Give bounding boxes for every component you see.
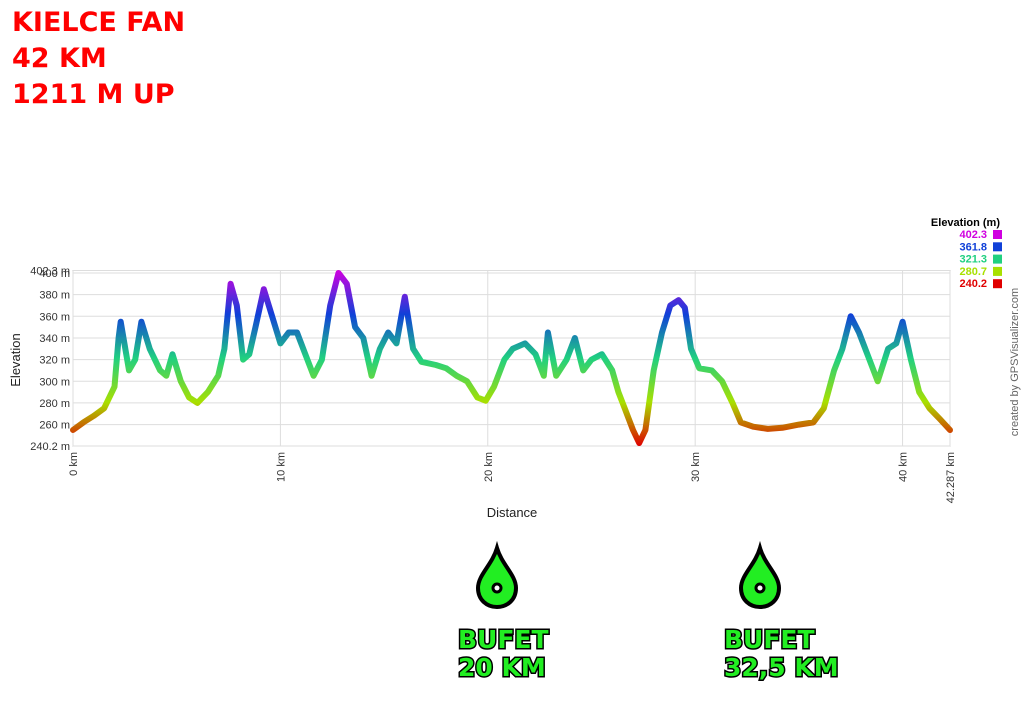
annotation-label: BUFET xyxy=(458,625,549,654)
y-tick-label: 240.2 m xyxy=(30,441,70,453)
x-tick-label: 40 km xyxy=(898,452,910,482)
legend-label: 361.8 xyxy=(959,241,987,253)
annotation-label: BUFET xyxy=(724,625,815,654)
credit: created by GPSVisualizer.com xyxy=(1009,288,1021,436)
title-line: KIELCE FAN xyxy=(12,7,185,38)
x-tick-label: 30 km xyxy=(690,452,702,482)
elevation-line xyxy=(70,270,953,446)
y-tick-label: 380 m xyxy=(39,290,70,302)
legend-title: Elevation (m) xyxy=(931,217,1000,229)
legend-swatch xyxy=(993,266,1002,276)
x-tick-label: 20 km xyxy=(483,452,495,482)
title-line: 42 KM xyxy=(12,43,107,74)
legend-swatch xyxy=(993,230,1002,239)
water-drop-icon xyxy=(475,540,519,610)
y-tick-label: 402.3 m xyxy=(30,266,70,278)
y-tick-label: 260 m xyxy=(39,420,70,432)
x-axis-label: Distance xyxy=(487,505,538,520)
x-tick-label: 42.287 km xyxy=(945,452,957,503)
legend-swatch xyxy=(993,279,1002,289)
y-tick-label: 280 m xyxy=(39,398,70,410)
water-drop-icon xyxy=(738,540,782,610)
y-tick-label: 340 m xyxy=(39,333,70,345)
annotation-distance: 32,5 KM xyxy=(724,653,839,682)
y-tick-label: 320 m xyxy=(39,355,70,367)
legend-swatch xyxy=(993,242,1002,252)
title-line: 1211 M UP xyxy=(12,79,175,110)
x-tick-label: 0 km xyxy=(68,452,80,476)
y-axis-label: Elevation xyxy=(8,333,23,386)
legend-label: 321.3 xyxy=(959,254,987,266)
legend-label: 402.3 xyxy=(959,229,987,241)
legend-label: 280.7 xyxy=(959,266,987,278)
y-tick-label: 400 m xyxy=(39,268,70,280)
y-tick-label: 300 m xyxy=(39,376,70,388)
annotation-distance: 20 KM xyxy=(458,653,546,682)
y-tick-label: 360 m xyxy=(39,311,70,323)
x-tick-label: 10 km xyxy=(275,452,287,482)
legend-label: 240.2 xyxy=(959,278,987,290)
legend-swatch xyxy=(993,254,1002,264)
